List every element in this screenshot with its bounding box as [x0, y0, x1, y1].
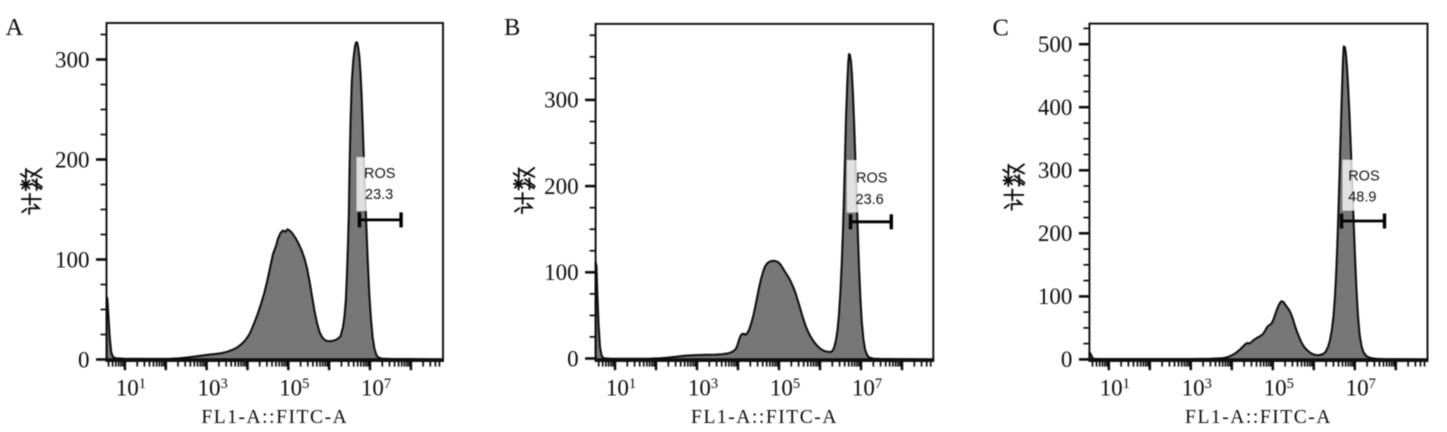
- svg-text:FL1-A::FITC-A: FL1-A::FITC-A: [691, 407, 838, 428]
- svg-text:101: 101: [606, 376, 636, 401]
- svg-text:0: 0: [1061, 347, 1073, 372]
- svg-text:23.3: 23.3: [365, 187, 393, 203]
- svg-text:300: 300: [55, 47, 90, 72]
- svg-text:C: C: [993, 15, 1009, 42]
- svg-text:23.6: 23.6: [856, 192, 884, 208]
- svg-text:500: 500: [1038, 32, 1073, 57]
- svg-text:100: 100: [55, 247, 90, 272]
- svg-text:300: 300: [544, 88, 579, 113]
- svg-text:ROS: ROS: [856, 171, 887, 187]
- svg-text:B: B: [504, 14, 520, 41]
- svg-text:400: 400: [1038, 95, 1073, 120]
- svg-text:100: 100: [1038, 284, 1073, 309]
- svg-text:200: 200: [1038, 221, 1073, 246]
- svg-text:0: 0: [567, 346, 579, 371]
- svg-text:FL1-A::FITC-A: FL1-A::FITC-A: [201, 407, 348, 428]
- svg-text:200: 200: [544, 174, 579, 199]
- svg-text:FL1-A::FITC-A: FL1-A::FITC-A: [1185, 407, 1332, 428]
- svg-text:48.9: 48.9: [1348, 189, 1376, 205]
- svg-text:100: 100: [544, 260, 579, 285]
- svg-text:0: 0: [78, 347, 90, 372]
- svg-text:ROS: ROS: [364, 166, 395, 182]
- svg-text:A: A: [6, 14, 24, 41]
- svg-text:ROS: ROS: [1348, 169, 1379, 185]
- svg-text:200: 200: [55, 147, 90, 172]
- svg-text:300: 300: [1038, 158, 1073, 183]
